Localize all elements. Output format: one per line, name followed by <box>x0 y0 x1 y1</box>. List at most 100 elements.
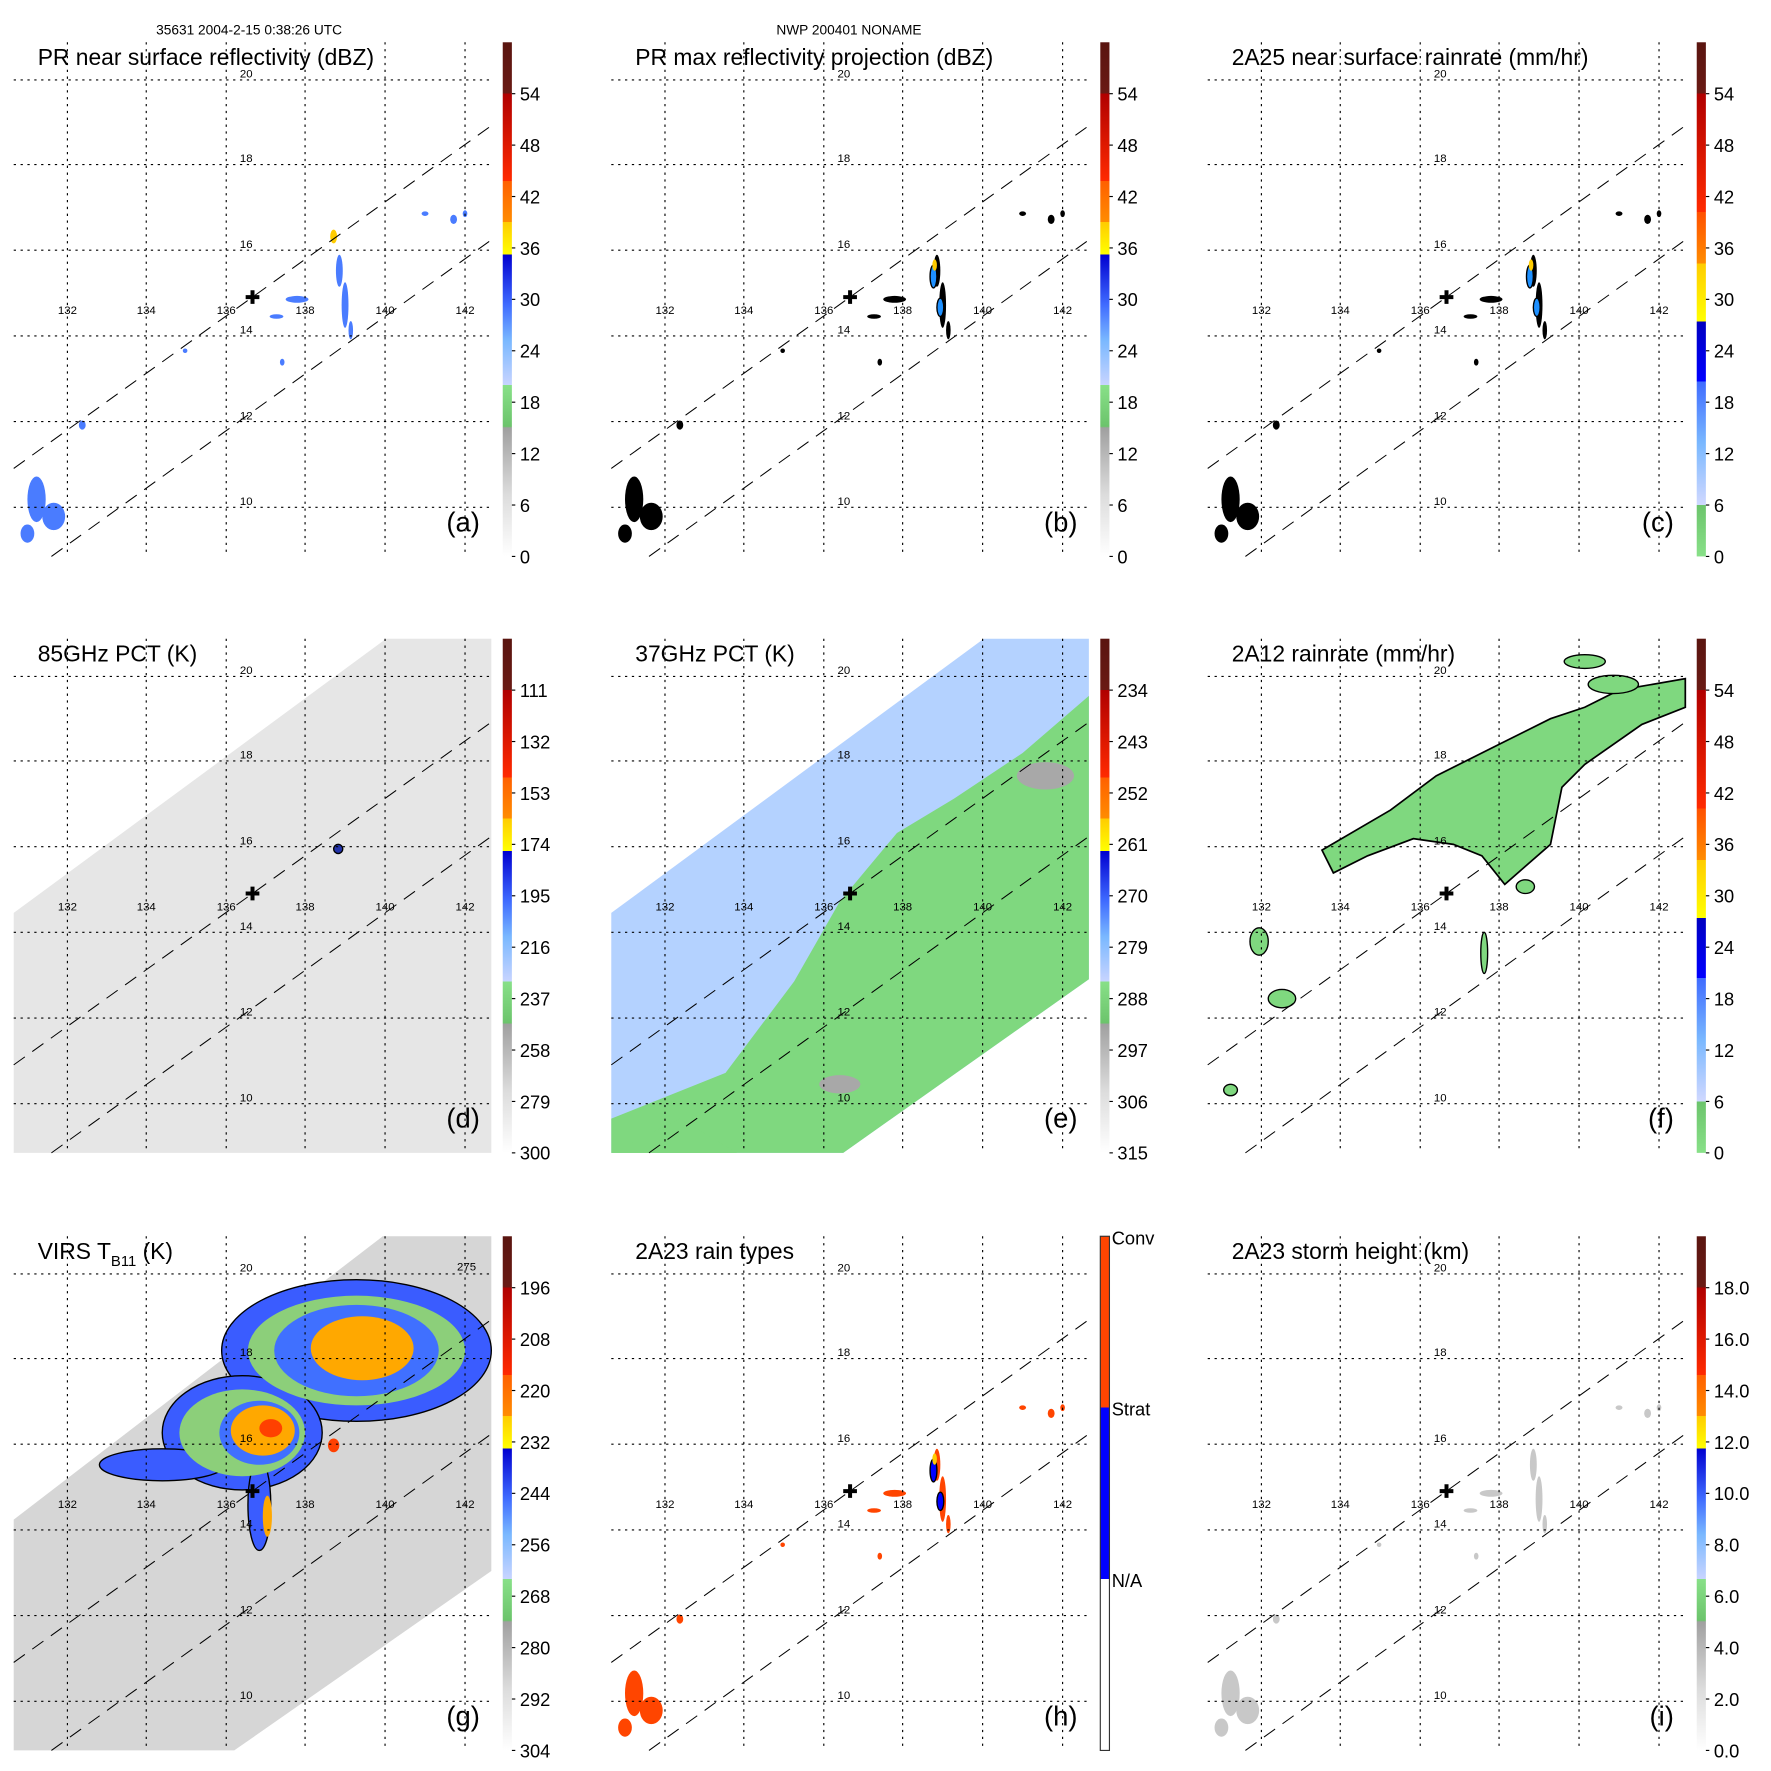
lat-label: 16 <box>838 239 851 251</box>
lon-label: 140 <box>973 902 992 914</box>
lat-label: 10 <box>838 496 851 508</box>
rain-cell <box>1480 931 1489 975</box>
lon-label: 132 <box>58 902 77 914</box>
panel-label: (a) <box>446 506 480 537</box>
echo <box>639 502 663 531</box>
colorbar-tick-label: 24 <box>1117 341 1137 362</box>
storm-center-icon <box>843 1484 857 1498</box>
colorbar-tick-label: 30 <box>1117 289 1137 310</box>
echo <box>877 358 883 366</box>
land-ocean-region <box>611 695 1089 1153</box>
lon-label: 134 <box>734 305 754 317</box>
colorbar-tick-label: 232 <box>520 1432 550 1453</box>
colorbar-tick-label: 42 <box>1714 783 1734 804</box>
echo <box>285 295 309 303</box>
echo <box>269 314 284 319</box>
panel-label: (g) <box>446 1700 480 1731</box>
lon-label: 132 <box>1252 305 1271 317</box>
echo <box>624 476 644 523</box>
lat-label: 18 <box>1434 153 1447 165</box>
colorbar-tick-label: 279 <box>1117 937 1147 958</box>
panel-label: (i) <box>1650 1700 1674 1731</box>
lon-label: 140 <box>1570 1499 1589 1511</box>
lon-label: 136 <box>1411 305 1430 317</box>
lon-label: 136 <box>814 902 833 914</box>
lon-label: 136 <box>217 1499 236 1511</box>
panel-f: 132 134 136 138 140 142 20 18 16 14 12 10 2A12 rainr… <box>1207 638 1734 1164</box>
panel-i: 1321341361381401422018161412102A23 storm… <box>1207 1236 1750 1761</box>
colorbar <box>1696 42 1706 557</box>
colorbar-tick-label: 0 <box>520 546 530 567</box>
echo <box>1529 1448 1537 1481</box>
pr-swath-edge <box>1207 1319 1686 1663</box>
title-main: VIRS T <box>38 1238 111 1264</box>
colorbar-tick-label: 2.0 <box>1714 1689 1739 1710</box>
lon-label: 132 <box>1252 1499 1271 1511</box>
rain-cell <box>1563 654 1607 670</box>
colorbar-tick-label: 54 <box>1714 84 1734 105</box>
panel-label: (b) <box>1044 506 1077 537</box>
lon-label: 142 <box>1053 1499 1072 1511</box>
colorbar-tick-label: 258 <box>520 1040 550 1061</box>
colorbar-tick-label: 6 <box>1714 495 1724 516</box>
lat-label: 18 <box>240 1347 253 1359</box>
colorbar-tick-label: 8.0 <box>1714 1535 1739 1556</box>
rain-type-label: N/A <box>1112 1570 1143 1591</box>
lon-label: 134 <box>734 902 754 914</box>
lat-label: 10 <box>240 1690 253 1702</box>
panel-title: 2A25 near surface rainrate (mm/hr) <box>1232 44 1589 70</box>
pr-swath-edge <box>1245 1433 1686 1751</box>
lon-label: 142 <box>456 1499 475 1511</box>
panel-title: VIRS TB11 (K) <box>38 1238 173 1270</box>
colorbar-tick-label: 256 <box>520 1535 550 1556</box>
colorbar-tick-label: 280 <box>520 1637 550 1658</box>
echo <box>348 321 354 340</box>
lat-label: 14 <box>240 325 253 337</box>
lat-label: 14 <box>838 1519 851 1531</box>
colorbar-tick-label: 24 <box>520 341 540 362</box>
colorbar-tick-label: 208 <box>520 1329 550 1350</box>
storm-center-icon <box>843 886 857 901</box>
colorbar-tick-label: 48 <box>520 135 540 156</box>
colorbar-tick-label: 153 <box>520 783 550 804</box>
lat-label: 16 <box>838 835 851 847</box>
lon-label: 142 <box>456 902 475 914</box>
lat-label: 18 <box>838 1347 851 1359</box>
panel-h: 1321341361381401422018161412102A23 rain … <box>610 1227 1155 1752</box>
echo <box>1221 1670 1240 1717</box>
panel-e: 13213413613814014220181614121037GHz PCT … <box>610 638 1148 1164</box>
echo-core <box>936 1491 945 1512</box>
lon-label: 134 <box>137 305 157 317</box>
lon-label: 132 <box>58 305 77 317</box>
lon-label: 140 <box>376 305 395 317</box>
lon-label: 138 <box>1490 1499 1509 1511</box>
storm-name: NWP 200401 NONAME <box>776 22 921 37</box>
colorbar <box>1100 638 1110 1153</box>
echo <box>1542 321 1548 340</box>
storm-center-icon <box>245 290 260 304</box>
colorbar-tick-label: 268 <box>520 1586 550 1607</box>
colorbar-tick-label: 12 <box>1714 443 1734 464</box>
colorbar-tick-label: 315 <box>1117 1143 1147 1164</box>
echo <box>20 524 35 543</box>
lon-label: 142 <box>1650 902 1669 914</box>
colorbar-tick-label: 14.0 <box>1714 1380 1750 1401</box>
echo <box>1272 420 1280 430</box>
colorbar-tick-label: 244 <box>520 1483 550 1504</box>
lat-label: 14 <box>1434 921 1447 933</box>
coldest-tops <box>259 1419 283 1438</box>
colorbar-tick-label: 48 <box>1714 135 1734 156</box>
pr-swath-edge <box>648 1433 1090 1751</box>
echo <box>450 214 458 224</box>
echo <box>182 348 188 354</box>
echo <box>78 420 86 430</box>
lat-label: 16 <box>240 239 253 251</box>
echo <box>1060 1404 1065 1412</box>
lat-label: 14 <box>1434 1519 1447 1531</box>
echo <box>1019 1405 1027 1410</box>
lon-label: 134 <box>137 902 157 914</box>
lat-label: 20 <box>240 665 253 677</box>
panel-a: 132 134 136 138 140 142 20 18 16 14 12 10 PR near su… <box>13 42 540 567</box>
panel-b: 132 134 136 138 140 142 20 18 16 14 12 10 PR max ref… <box>610 42 1138 567</box>
panel-title: 2A12 rainrate (mm/hr) <box>1232 641 1455 667</box>
